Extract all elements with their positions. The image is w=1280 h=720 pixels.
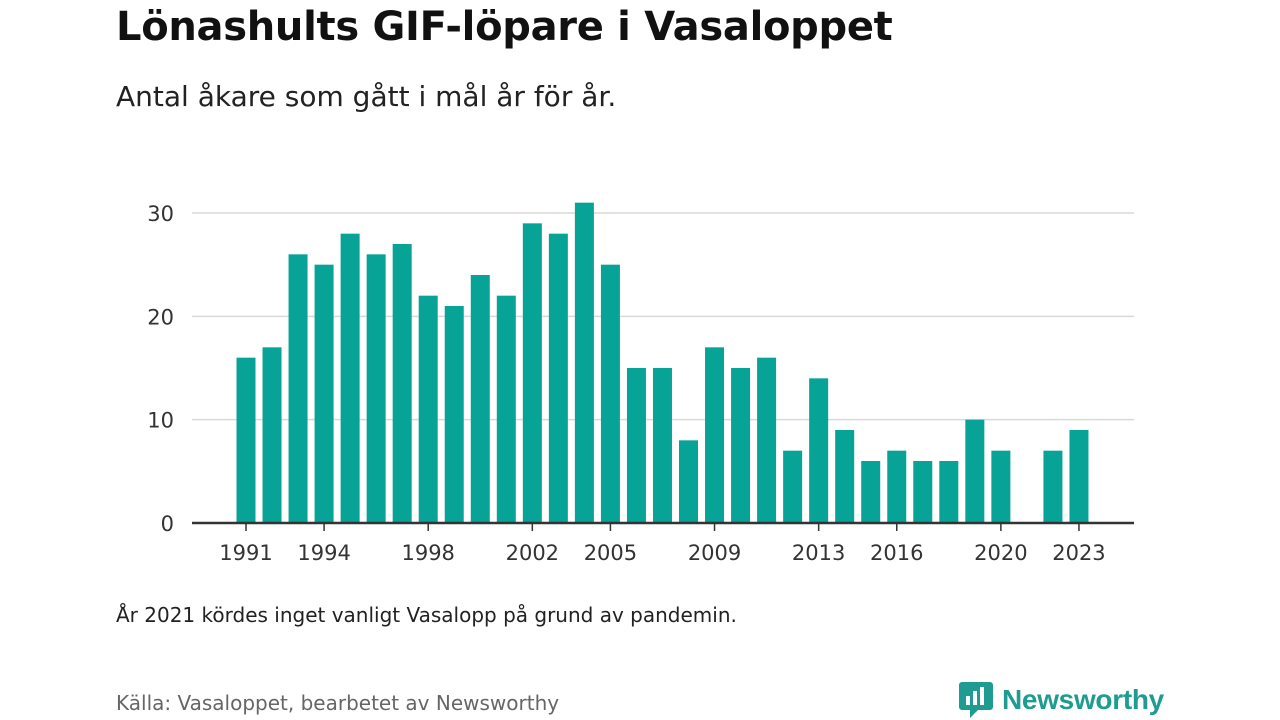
bar-2023 <box>1069 430 1089 523</box>
bar-2014 <box>835 430 855 523</box>
bar-2003 <box>548 233 568 523</box>
bar-2000 <box>470 275 490 523</box>
x-tick-label: 2009 <box>688 541 741 565</box>
bar-2005 <box>600 264 620 523</box>
x-tick-label: 2002 <box>506 541 559 565</box>
bar-2009 <box>705 347 725 523</box>
bar-2018 <box>939 461 959 523</box>
y-tick-label: 20 <box>147 305 174 329</box>
source-text: Källa: Vasaloppet, bearbetet av Newswort… <box>116 691 560 715</box>
x-tick-label: 2016 <box>870 541 923 565</box>
bar-2001 <box>496 295 516 523</box>
x-tick-label: 1994 <box>297 541 350 565</box>
bar-1991 <box>236 357 256 523</box>
bar-2006 <box>626 368 646 523</box>
bar-2011 <box>757 357 777 523</box>
y-tick-label: 10 <box>147 409 174 433</box>
y-tick-label: 30 <box>147 202 174 226</box>
chart-title: Lönashults GIF-löpare i Vasaloppet <box>116 4 893 50</box>
x-tick-label: 2013 <box>792 541 845 565</box>
bar-2015 <box>861 461 881 523</box>
bar-1995 <box>340 233 360 523</box>
footnote: År 2021 kördes inget vanligt Vasalopp på… <box>116 603 737 627</box>
bar-2002 <box>522 223 542 524</box>
newsworthy-logo-icon <box>959 682 993 718</box>
bar-2012 <box>783 450 803 523</box>
newsworthy-logo: Newsworthy <box>958 680 1164 720</box>
x-tick-label: 2020 <box>974 541 1027 565</box>
bar-2010 <box>731 368 751 523</box>
bar-chart: 0 10 20 30 1991 1994 1998 2002 2005 2009 2013 2016 2… <box>147 202 1134 565</box>
bar-2013 <box>809 378 829 523</box>
x-tick-label: 1998 <box>401 541 454 565</box>
bar-2022 <box>1043 450 1063 523</box>
bar-1999 <box>444 306 464 523</box>
bar-1996 <box>366 254 386 524</box>
bar-1998 <box>418 295 438 523</box>
bar-2008 <box>679 440 699 523</box>
x-tick-label: 2005 <box>584 541 637 565</box>
bar-2004 <box>574 202 594 523</box>
logo-text: Newsworthy <box>1002 684 1164 715</box>
bar-2020 <box>991 450 1011 523</box>
y-tick-label: 0 <box>161 512 174 536</box>
x-tick-label: 2023 <box>1052 541 1105 565</box>
bar-1997 <box>392 244 412 523</box>
bar-1992 <box>262 347 282 523</box>
bar-2017 <box>913 461 933 523</box>
x-tick-label: 1991 <box>219 541 272 565</box>
bar-1994 <box>314 264 334 523</box>
bar-2016 <box>887 450 907 523</box>
chart-subtitle: Antal åkare som gått i mål år för år. <box>116 80 617 113</box>
bar-1993 <box>288 254 308 524</box>
bar-2007 <box>652 368 672 523</box>
bar-2019 <box>965 419 985 523</box>
